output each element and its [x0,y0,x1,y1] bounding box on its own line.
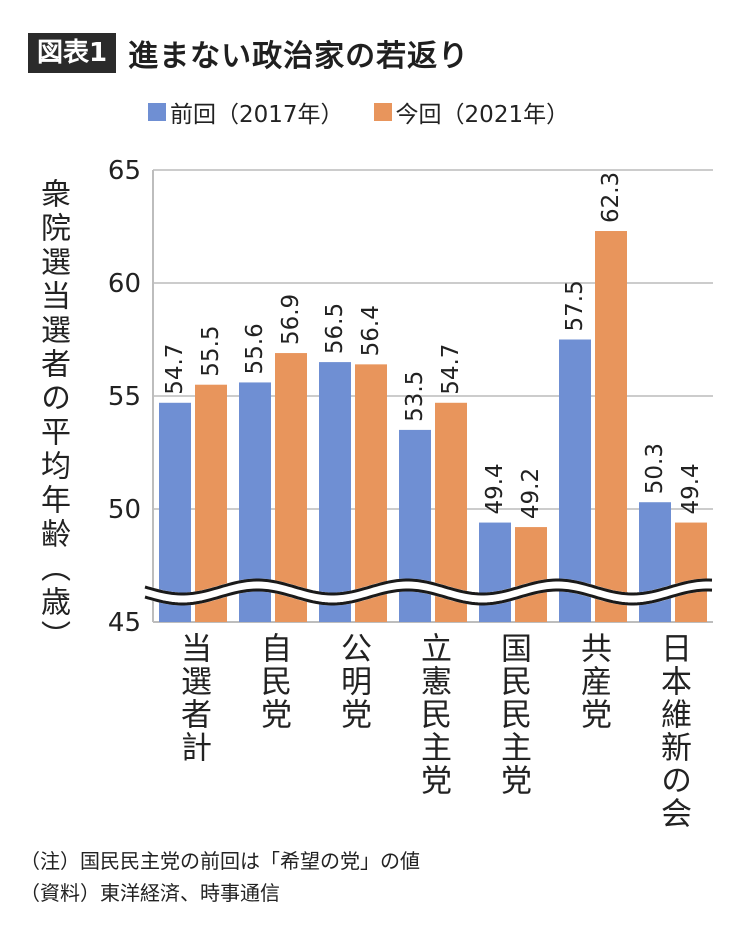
data-label: 55.5 [198,325,224,376]
data-label: 49.4 [678,463,704,514]
bar-current [515,527,547,622]
x-tick-label: 当選者計 [175,632,211,764]
data-label: 54.7 [438,344,464,395]
y-tick-label: 60 [108,269,141,299]
legend-label-previous: 前回（2017年） [170,102,344,128]
axis-break-line-lower [144,588,713,606]
data-label: 57.5 [562,280,588,331]
x-tick-label: 立憲民主党 [415,632,451,797]
legend-item-previous: 前回（2017年） [148,95,344,129]
bar-previous [559,339,591,622]
legend-swatch-current [373,103,392,121]
bar-previous [479,522,511,622]
bar-current [355,364,387,622]
axis-break-gap [143,578,713,606]
legend-label-current: 今回（2021年） [395,102,570,128]
x-tick-label: 日本維新の会 [655,632,691,830]
x-tick-label: 国民民主党 [495,632,531,797]
bar-current [675,522,707,622]
data-label: 55.6 [242,323,268,374]
data-label: 54.7 [162,344,188,395]
legend-item-current: 今回（2021年） [373,95,570,129]
x-tick-label: 公明党 [335,632,371,731]
x-tick-label: 自民党 [255,632,291,731]
data-label: 56.4 [358,305,384,356]
data-label: 49.2 [518,468,544,519]
legend-swatch-previous [148,103,166,121]
bar-current [595,231,627,622]
data-label: 56.5 [322,303,348,354]
footnotes: （注）国民民主党の前回は「希望の党」の値 （資料）東洋経済、時事通信 [20,845,420,909]
data-label: 62.3 [598,172,624,223]
data-label: 50.3 [642,443,668,494]
bar-previous [159,402,191,622]
bar-chart: 45 50 55 60 65 54.7 55.5 55.6 56.9 56.5 56.4 53.5 54… [108,156,713,638]
data-label: 53.5 [402,371,428,422]
y-tick-label: 50 [108,495,141,525]
x-tick-label: 共産党 [575,632,611,731]
y-tick-label: 45 [108,608,141,638]
y-tick-label: 55 [108,382,141,412]
bar-current [195,384,227,622]
figure-badge: 図表1 [28,33,117,73]
y-axis-label: 衆院選当選者の平均年齢（歳） [35,178,70,654]
data-label: 56.9 [278,294,304,345]
data-label: 49.4 [482,463,508,514]
legend: 前回（2017年） 今回（2021年） [148,94,599,130]
footnote-source: （資料）東洋経済、時事通信 [20,881,280,905]
footnote-note: （注）国民民主党の前回は「希望の党」の値 [20,849,420,873]
y-tick-label: 65 [108,156,141,186]
bar-previous [319,362,351,622]
axis-break-line-upper [144,578,713,596]
x-axis-labels: 当選者計 自民党 公明党 立憲民主党 国民民主党 共産党 日本維新の会 [0,632,750,852]
figure-header: 図表1 進まない政治家の若返り [28,32,469,74]
bar-current [275,353,307,622]
chart-title: 進まない政治家の若返り [128,39,470,74]
